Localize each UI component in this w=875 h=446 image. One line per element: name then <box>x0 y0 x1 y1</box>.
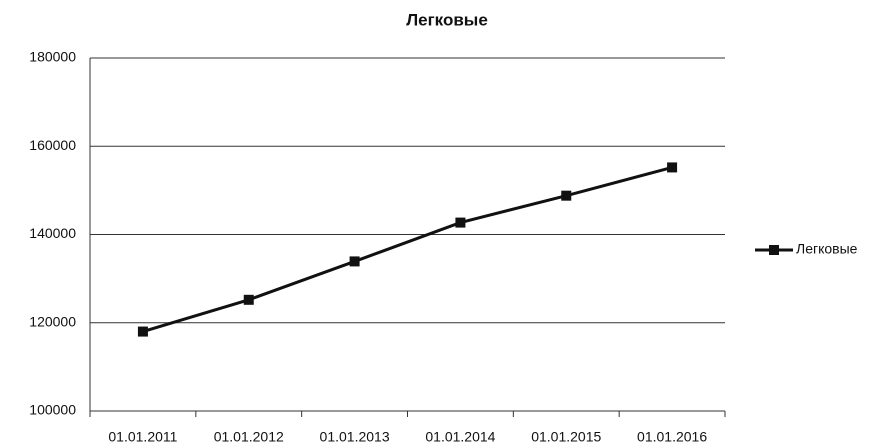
y-tick-label: 180000 <box>29 49 76 65</box>
point <box>243 294 254 305</box>
x-tick-label: 01.01.2015 <box>531 429 601 445</box>
x-tick-label: 01.01.2011 <box>108 429 177 445</box>
legend-label: Легковые <box>796 241 858 257</box>
y-tick-label: 140000 <box>29 225 76 241</box>
line <box>142 165 673 334</box>
point <box>349 256 360 267</box>
y-tick-label: 100000 <box>29 402 76 418</box>
y-tick-label: 160000 <box>29 137 76 153</box>
chart-title: Легковые <box>406 10 488 29</box>
point <box>667 162 678 173</box>
x-tick-label: 01.01.2016 <box>637 429 707 445</box>
legend-marker <box>769 245 779 255</box>
x-tick-label: 01.01.2013 <box>320 429 390 445</box>
point <box>137 326 148 337</box>
y-tick-label: 120000 <box>29 313 76 329</box>
point <box>561 190 572 201</box>
point <box>455 217 466 228</box>
x-tick-label: 01.01.2014 <box>425 429 495 445</box>
x-tick-label: 01.01.2012 <box>214 429 284 445</box>
